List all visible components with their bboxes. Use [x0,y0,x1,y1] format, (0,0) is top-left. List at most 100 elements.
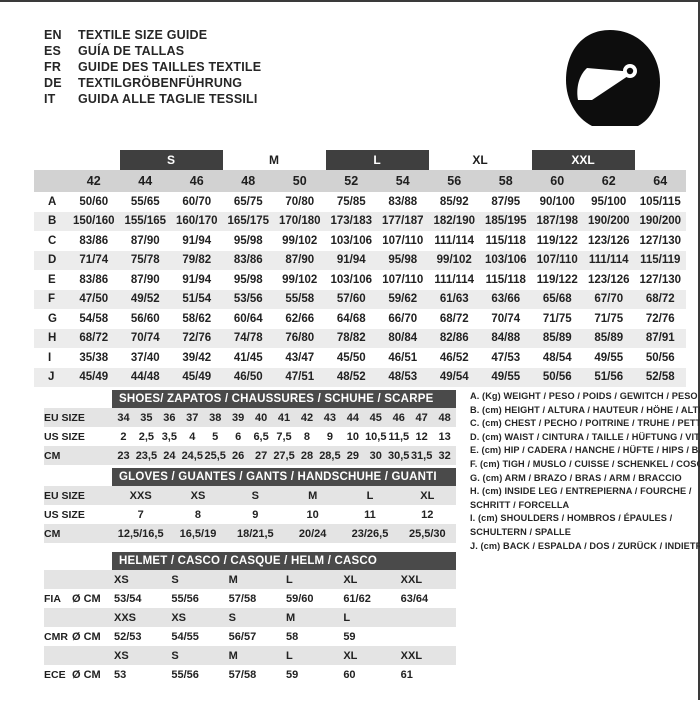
helmet-value-cell: 53 [114,668,127,681]
size-bar-xxl: XXL [531,150,635,170]
helmet-value-cell: 60 [343,668,356,681]
helmet-size-cell: XS [114,649,129,662]
lang-code-de: DE [44,76,62,90]
table-cell: 85/89 [594,332,624,345]
table-cell: 85/92 [439,195,469,208]
helmet-size-cell: M [228,573,238,586]
helmet-rows: XS S M L XL XXL FIA Ø CM 53/54 55/56 57/58 59/60 61/… [44,570,456,684]
table-cell: 165/175 [227,215,270,228]
shoes-cell: 47 [415,411,428,424]
table-cell: 41/45 [233,351,263,364]
table-cell: 50/60 [79,195,109,208]
gloves-cell: 8 [194,508,202,521]
table-cell: 107/110 [382,234,424,247]
table-cell: 55/58 [285,293,315,306]
number-row-lead-spacer [34,170,68,192]
shoes-cell: 12 [415,430,428,443]
table-cell: 87/90 [285,254,315,267]
gloves-cell: 9 [252,508,259,521]
helmet-value-cell: 59 [285,668,299,681]
table-cell: 72/76 [182,332,212,345]
table-cell: 107/110 [382,273,424,286]
table-cell: 190/200 [639,215,682,228]
racing-helmet-icon [548,24,668,134]
title-row-en: EN TEXTILE SIZE GUIDE [44,28,261,42]
gloves-cell: XL [420,489,435,502]
title-row-fr: FR GUIDE DES TAILLES TEXTILE [44,60,261,74]
table-cell: 51/56 [594,371,624,384]
shoes-cell: 37 [186,411,199,424]
size-number-56: 56 [447,174,462,188]
table-cell: 127/130 [639,234,682,247]
table-cell: 123/126 [587,273,630,286]
gloves-cell: 16,5/19 [179,527,217,540]
shoes-cell: 29 [346,449,359,462]
table-cell: 57/60 [336,293,366,306]
table-cell: 49/52 [130,293,160,306]
size-label-bar-row: S M L XL XXL [34,150,686,170]
table-cell: 58/62 [182,312,212,325]
table-cell: 44/48 [130,371,160,384]
legend-item: H. (cm) INSIDE LEG / ENTREPIERNA / FOURC… [470,486,692,497]
table-cell: 91/94 [182,234,212,247]
table-cell: 115/118 [485,234,526,247]
table-cell: 173/183 [330,215,373,228]
helmet-size-cell [399,608,456,627]
helmet-size-cell: M [285,611,296,624]
gloves-table: GLOVES / GUANTES / GANTS / HANDSCHUHE / … [44,468,456,543]
helmet-size-cells: XS S M L XL XXL [112,646,456,665]
table-cell: 54/58 [79,312,109,325]
table-cell: 115/119 [640,254,681,267]
shoes-cell: 40 [254,411,268,424]
table-row: I 35/38 37/40 39/42 41/45 43/47 45/50 46/51 46/5… [34,348,686,368]
gloves-cells: 7 8 9 10 11 12 [112,505,456,524]
size-number-row: 42 44 46 48 50 52 54 56 58 60 62 64 [34,170,686,192]
gloves-row-label: CM [44,527,61,540]
helmet-value-cells: 52/53 54/55 56/57 58 59 [112,627,456,646]
helmet-unit-label: Ø CM [72,668,101,681]
helmet-standard-cmr: CMR [44,630,68,643]
helmet-size-row: XXS XS S M L [44,608,456,627]
shoes-cell: 26 [232,449,245,462]
shoes-cell: 25,5 [204,449,226,462]
lang-code-es: ES [44,44,62,58]
shoes-cell: 10,5 [365,430,387,443]
shoes-cell: 28,5 [319,449,341,462]
helmet-value-cell: 57/58 [228,592,257,605]
gloves-cell: XS [190,489,206,502]
table-cell: 115/118 [485,273,526,286]
helmet-value-cell: 59 [343,630,356,643]
row-label-I: I [48,351,52,364]
table-cell: 67/70 [594,293,624,306]
table-cell: 62/66 [285,312,315,325]
table-cell: 46/50 [233,371,263,384]
row-label-B: B [48,215,57,228]
size-bar-blank-0 [68,150,120,170]
table-cell: 70/80 [285,195,315,208]
shoes-cell: 46 [392,411,405,424]
lang-code-it: IT [44,92,56,106]
gloves-cells: 12,5/16,5 16,5/19 18/21,5 20/24 23/26,5 25,5/… [112,524,456,543]
shoes-cell: 3,5 [161,430,177,443]
size-bar-l: L [325,150,429,170]
row-label-G: G [48,312,57,325]
gloves-cells: XXS XS S M L XL [112,486,456,505]
table-cell: 49/55 [594,351,624,364]
table-cell: 60/70 [182,195,212,208]
size-number-54: 54 [395,174,410,188]
table-row: D 71/74 75/78 79/82 83/86 87/90 91/94 95/98 99/1… [34,250,686,270]
table-cell: 53/56 [233,293,263,306]
shoes-cell: 31,5 [410,449,433,462]
table-cell: 119/122 [536,234,578,247]
lang-code-en: EN [44,28,62,42]
table-cell: 78/82 [336,332,366,345]
table-cell: 99/102 [282,234,318,247]
helmet-value-cell: 58 [285,630,299,643]
title-text-de: TEXTILGRÖBENFÜHRUNG [78,76,243,90]
table-row: A 50/60 55/65 60/70 65/75 70/80 75/85 83/88 85/9… [34,192,686,212]
table-cell: 119/122 [536,273,578,286]
shoes-cell: 36 [163,411,176,424]
helmet-value-cell: 61 [400,668,413,681]
size-bar-lead-spacer [34,150,68,170]
